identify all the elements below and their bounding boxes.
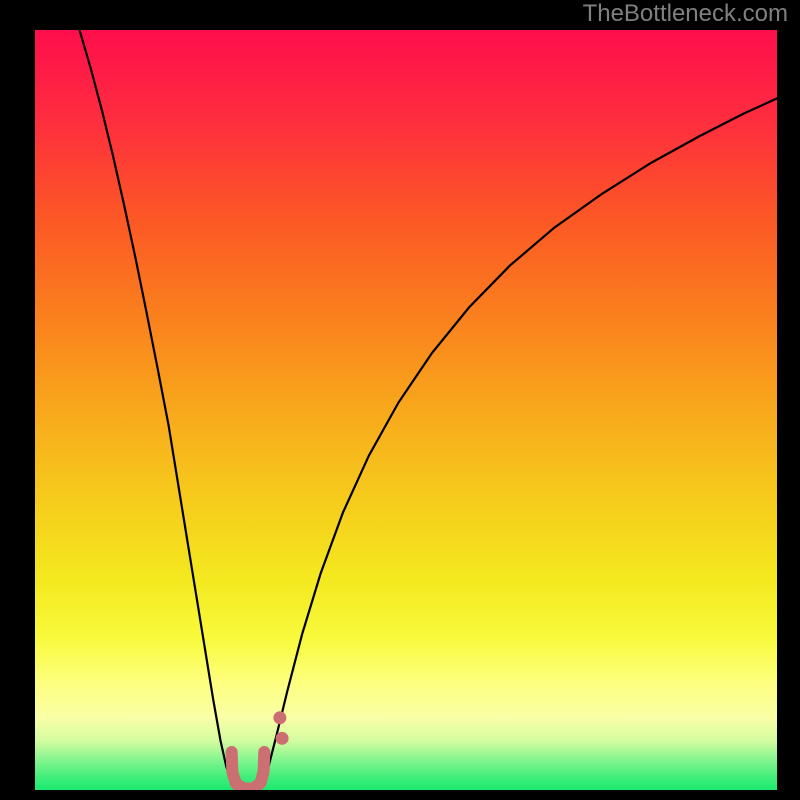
sweet-spot-dot — [273, 711, 286, 724]
bottleneck-chart — [0, 0, 800, 800]
sweet-spot-dot — [276, 732, 289, 745]
gradient-background — [35, 30, 777, 790]
chart-root: TheBottleneck.com — [0, 0, 800, 800]
